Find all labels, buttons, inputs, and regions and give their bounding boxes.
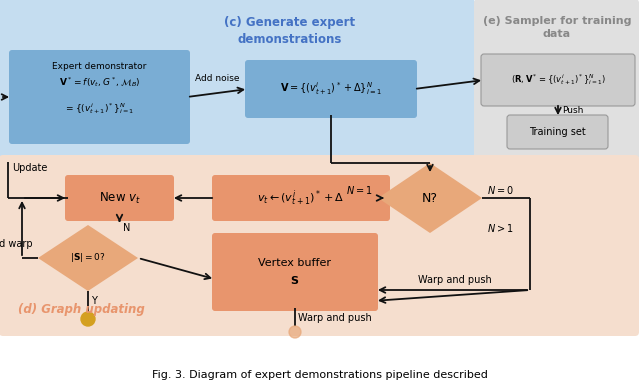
FancyBboxPatch shape <box>474 0 639 160</box>
FancyBboxPatch shape <box>507 115 608 149</box>
Text: $N=0$: $N=0$ <box>487 184 514 196</box>
Text: Expert demonstrator: Expert demonstrator <box>52 62 147 71</box>
Text: (d) Graph updating: (d) Graph updating <box>18 303 145 316</box>
FancyBboxPatch shape <box>9 50 190 144</box>
Text: $\mathbf{V}^*=f(v_t,G^*,\mathcal{M}_B)$: $\mathbf{V}^*=f(v_t,G^*,\mathcal{M}_B)$ <box>59 75 140 89</box>
Text: $N>1$: $N>1$ <box>487 222 513 234</box>
FancyBboxPatch shape <box>212 233 378 311</box>
FancyBboxPatch shape <box>212 175 390 221</box>
Text: Fig. 3. Diagram of expert demonstrations pipeline described: Fig. 3. Diagram of expert demonstrations… <box>152 370 488 380</box>
FancyBboxPatch shape <box>0 155 639 336</box>
FancyBboxPatch shape <box>481 54 635 106</box>
Polygon shape <box>378 163 482 233</box>
Circle shape <box>81 312 95 326</box>
Text: $v_t\leftarrow(v^i_{t+1})^*+\Delta$: $v_t\leftarrow(v^i_{t+1})^*+\Delta$ <box>257 188 344 208</box>
Text: Add noise: Add noise <box>195 74 240 83</box>
FancyBboxPatch shape <box>0 0 475 160</box>
Text: Training set: Training set <box>529 127 586 137</box>
Text: N: N <box>122 223 130 233</box>
FancyBboxPatch shape <box>245 60 417 118</box>
Polygon shape <box>38 225 138 291</box>
Text: Vertex buffer
$\mathbf{S}$: Vertex buffer $\mathbf{S}$ <box>259 258 332 286</box>
Text: Push: Push <box>562 106 584 115</box>
Text: (e) Sampler for training
data: (e) Sampler for training data <box>483 16 631 39</box>
Text: $(\mathbf{R},\mathbf{V}^*=\{(v^i_{t+1})^*\}^N_{i=1})$: $(\mathbf{R},\mathbf{V}^*=\{(v^i_{t+1})^… <box>511 72 605 87</box>
Text: (c) Generate expert
demonstrations: (c) Generate expert demonstrations <box>225 16 356 46</box>
FancyBboxPatch shape <box>65 175 174 221</box>
Text: Warp and push: Warp and push <box>418 275 492 285</box>
Text: Y: Y <box>91 296 97 306</box>
Text: Update: Update <box>12 163 47 173</box>
Text: $\mathbf{V}=\{(v^i_{t+1})^*+\Delta\}^N_{i=1}$: $\mathbf{V}=\{(v^i_{t+1})^*+\Delta\}^N_{… <box>280 80 382 97</box>
Text: New $v_t$: New $v_t$ <box>99 191 140 206</box>
Text: $=\{(v^i_{t+1})^*\}^N_{i=1}$: $=\{(v^i_{t+1})^*\}^N_{i=1}$ <box>65 101 134 116</box>
Text: N?: N? <box>422 191 438 204</box>
Text: Warp and push: Warp and push <box>298 313 372 323</box>
Text: $|\mathbf{S}|=0?$: $|\mathbf{S}|=0?$ <box>70 251 106 264</box>
Circle shape <box>289 326 301 338</box>
Text: Pop and warp: Pop and warp <box>0 239 33 249</box>
Text: $N=1$: $N=1$ <box>346 184 373 196</box>
